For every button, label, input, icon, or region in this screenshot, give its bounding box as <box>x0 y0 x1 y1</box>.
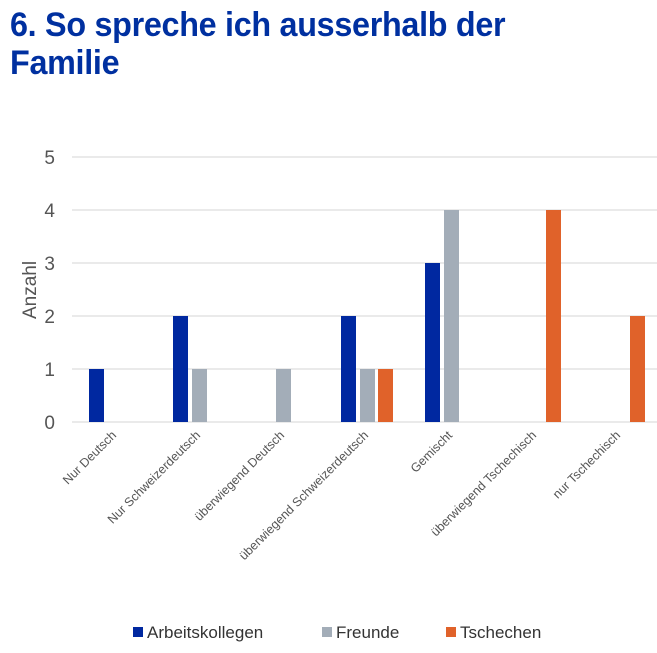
title-line-1: 6. So spreche ich ausserhalb der <box>10 6 506 44</box>
x-tick-label: überwiegend Deutsch <box>192 428 287 523</box>
bar-freunde-4 <box>360 369 375 422</box>
legend-item: Arbeitskollegen <box>133 623 263 642</box>
legend-swatch <box>322 627 332 637</box>
bar-arbeitskollegen-4 <box>341 316 356 422</box>
legend-item: Tschechen <box>446 623 541 642</box>
y-tick-label: 3 <box>44 254 55 275</box>
y-tick-label: 4 <box>44 201 55 222</box>
legend-label: Arbeitskollegen <box>147 623 263 642</box>
legend-swatch <box>133 627 143 637</box>
y-tick-label: 5 <box>44 148 55 169</box>
x-tick-label: Nur Schweizerdeutsch <box>105 428 203 526</box>
bar-tschechen-4 <box>378 369 393 422</box>
bar-arbeitskollegen-5 <box>425 263 440 422</box>
y-axis-label: Anzahl <box>20 261 41 319</box>
bar-tschechen-7 <box>630 316 645 422</box>
y-tick-label: 2 <box>44 307 55 328</box>
legend-swatch <box>446 627 456 637</box>
bar-tschechen-6 <box>546 210 561 422</box>
legend-item: Freunde <box>322 623 399 642</box>
page-title: 6. So spreche ich ausserhalb der Familie <box>10 6 506 82</box>
y-tick-label: 1 <box>44 360 55 381</box>
bar-freunde-5 <box>444 210 459 422</box>
legend-label: Tschechen <box>460 623 541 642</box>
bar-freunde-2 <box>192 369 207 422</box>
x-tick-label: Gemischt <box>408 428 456 476</box>
x-tick-label: nur Tschechisch <box>550 428 623 501</box>
bar-freunde-3 <box>276 369 291 422</box>
y-tick-label: 0 <box>44 413 55 434</box>
title-line-2: Familie <box>10 44 120 82</box>
legend-label: Freunde <box>336 623 399 642</box>
bar-arbeitskollegen-1 <box>89 369 104 422</box>
bar-arbeitskollegen-2 <box>173 316 188 422</box>
x-tick-label: Nur Deutsch <box>60 428 119 487</box>
